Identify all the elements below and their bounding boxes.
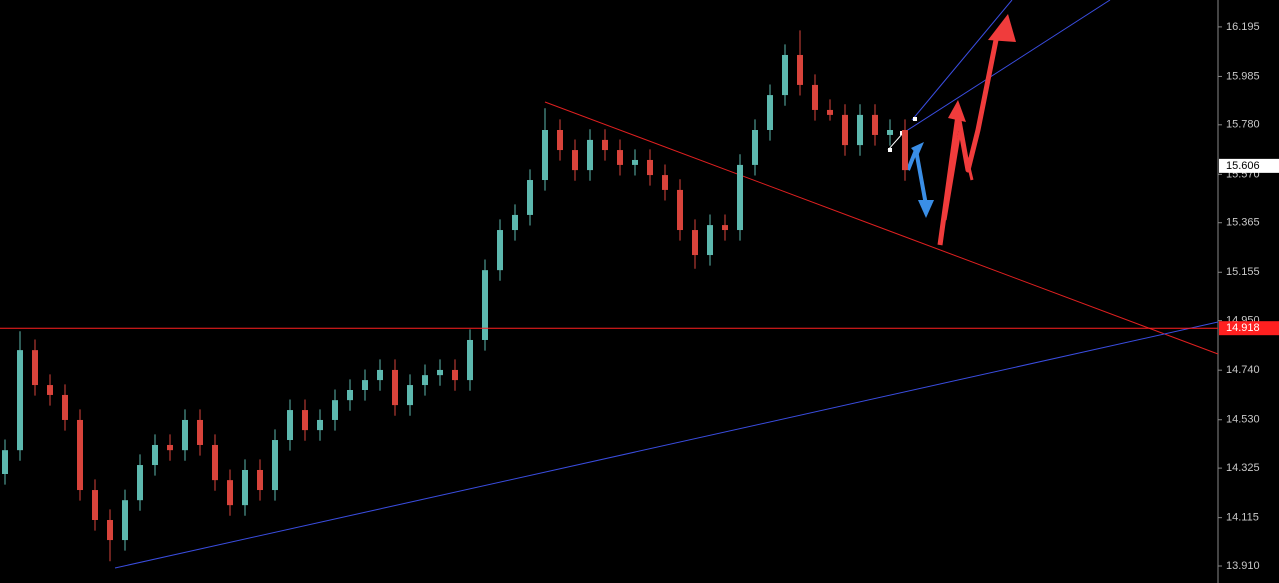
candle-body xyxy=(227,480,233,506)
candle-body xyxy=(152,444,158,466)
candle-body xyxy=(797,54,803,85)
trend-line xyxy=(887,132,904,151)
y-tick-label: 15.985 xyxy=(1226,70,1260,82)
candle-body xyxy=(902,130,908,171)
candle-body xyxy=(242,469,248,506)
handle xyxy=(888,148,892,152)
candle-body xyxy=(362,380,368,391)
candle-body xyxy=(302,410,308,431)
candle-body xyxy=(572,150,578,171)
candle-body xyxy=(497,230,503,271)
candle-body xyxy=(782,54,788,96)
last-price-label: 15.606 xyxy=(1226,160,1260,172)
candle-body xyxy=(872,114,878,135)
candle-body xyxy=(452,369,458,381)
candle-body xyxy=(812,84,818,110)
y-tick-label: 14.115 xyxy=(1226,512,1259,524)
candle-body xyxy=(752,130,758,165)
candle-body xyxy=(47,385,53,395)
y-tick-label: 16.195 xyxy=(1226,21,1260,33)
candle-body xyxy=(107,520,113,541)
candle-body xyxy=(542,130,548,181)
candle-body xyxy=(2,450,8,474)
trend-line xyxy=(544,101,1219,355)
candle-body xyxy=(137,465,143,501)
candle-body xyxy=(332,400,338,420)
candle-body xyxy=(887,130,893,135)
arrows xyxy=(906,14,1016,246)
hline-label: 14.918 xyxy=(1226,322,1260,334)
candle-body xyxy=(647,159,653,176)
candle-body xyxy=(602,139,608,151)
candle-body xyxy=(527,180,533,215)
candle-body xyxy=(167,444,173,451)
candle-body xyxy=(407,385,413,406)
candle-body xyxy=(287,410,293,441)
candle-body xyxy=(587,139,593,171)
candle-body xyxy=(767,95,773,131)
candle-body xyxy=(857,114,863,146)
candle-body xyxy=(92,490,98,521)
y-tick-label: 14.325 xyxy=(1226,462,1260,474)
candle-body xyxy=(437,369,443,376)
y-tick-label: 13.910 xyxy=(1226,560,1260,572)
candle-body xyxy=(557,130,563,151)
candle-body xyxy=(62,394,68,420)
candle-body xyxy=(257,469,263,491)
handle xyxy=(913,117,917,121)
candle-body xyxy=(512,214,518,231)
candle-body xyxy=(467,339,473,381)
candle-body xyxy=(737,164,743,231)
y-tick-label: 15.365 xyxy=(1226,217,1260,229)
candle-body xyxy=(377,369,383,381)
candle-body xyxy=(707,225,713,256)
candle-body xyxy=(722,225,728,231)
candle-body xyxy=(422,375,428,386)
candle-body xyxy=(17,350,23,451)
y-tick-label: 14.740 xyxy=(1226,364,1260,376)
candle-body xyxy=(827,109,833,115)
candle-body xyxy=(662,175,668,190)
candle-body xyxy=(122,500,128,541)
trend-line xyxy=(114,321,1219,569)
candle-body xyxy=(692,230,698,256)
candle-body xyxy=(182,419,188,451)
trend-line xyxy=(911,0,1013,121)
candle-body xyxy=(617,150,623,165)
candle-body xyxy=(212,444,218,481)
y-tick-label: 14.530 xyxy=(1226,414,1260,426)
candle-body xyxy=(677,189,683,231)
candle-body xyxy=(32,350,38,386)
y-tick-label: 15.155 xyxy=(1226,266,1260,278)
candle-body xyxy=(197,419,203,445)
candle-body xyxy=(317,419,323,431)
candle-body xyxy=(482,270,488,340)
candle-body xyxy=(272,440,278,491)
hline-label-box xyxy=(1219,321,1279,336)
last-price-box xyxy=(1219,158,1279,173)
trend-line xyxy=(899,0,1111,136)
candle-body xyxy=(392,369,398,406)
y-tick-label: 15.780 xyxy=(1226,119,1260,131)
candle-body xyxy=(77,419,83,491)
candle-body xyxy=(842,114,848,146)
candle-body xyxy=(632,159,638,165)
candle-body xyxy=(347,390,353,401)
